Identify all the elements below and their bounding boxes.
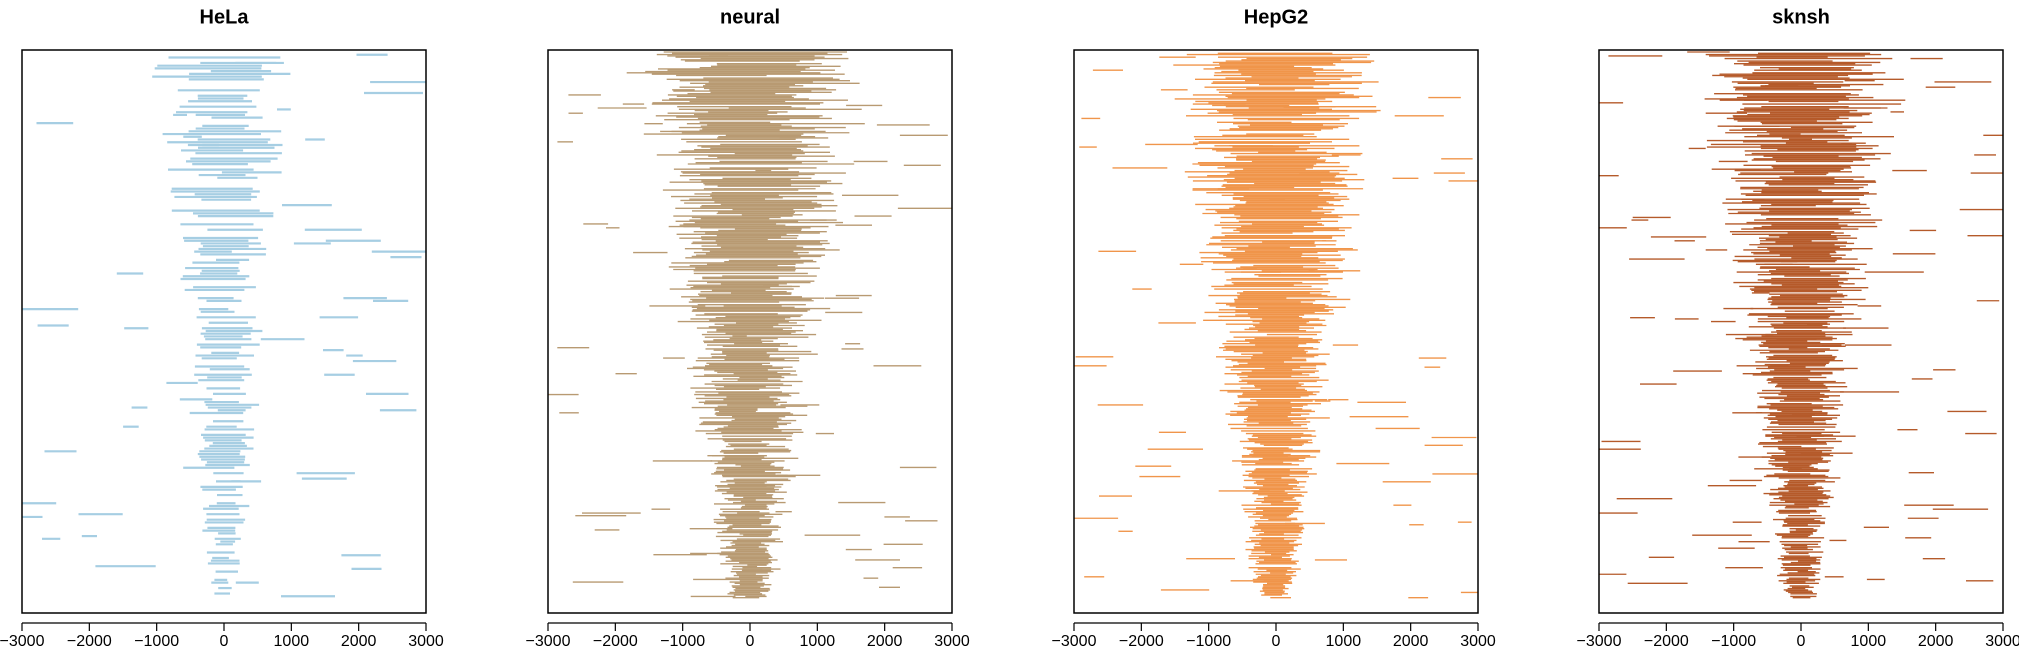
x-tick-label: −2000 bbox=[67, 633, 112, 650]
x-tick-label: 3000 bbox=[1460, 633, 1496, 650]
x-tick-label: 0 bbox=[1797, 633, 1806, 650]
x-tick-label: −1000 bbox=[1711, 633, 1756, 650]
x-tick-label: 0 bbox=[746, 633, 755, 650]
panel-hela: HeLa −3000 −2000 −1000 0 1000 2000 3000 bbox=[0, 6, 444, 650]
x-tick-label: 1000 bbox=[274, 633, 310, 650]
panel-title: HepG2 bbox=[1244, 6, 1308, 28]
plot-frame bbox=[547, 49, 953, 614]
x-tick-label: −2000 bbox=[593, 633, 638, 650]
panel-sknsh: sknsh −3000 −2000 −1000 0 1000 2000 3000 bbox=[1577, 6, 2019, 650]
x-tick-label: −1000 bbox=[660, 633, 705, 650]
x-tick-label: −2000 bbox=[1119, 633, 1164, 650]
panel-hepg2: HepG2 −3000 −2000 −1000 0 1000 2000 3000 bbox=[1052, 6, 1496, 650]
x-tick-label: 3000 bbox=[934, 633, 970, 650]
x-tick-label: 2000 bbox=[341, 633, 377, 650]
x-tick-label: −2000 bbox=[1644, 633, 1689, 650]
x-tick-label: 0 bbox=[1272, 633, 1281, 650]
plot-frame bbox=[1598, 49, 2004, 614]
range-segments bbox=[548, 51, 952, 599]
panel-title: HeLa bbox=[200, 6, 250, 28]
x-tick-label: −1000 bbox=[1186, 633, 1231, 650]
panel-title: sknsh bbox=[1772, 6, 1830, 28]
x-tick-label: 1000 bbox=[1326, 633, 1362, 650]
x-tick-label: −3000 bbox=[0, 633, 45, 650]
plot-frame bbox=[21, 49, 427, 614]
x-tick-label: 1000 bbox=[800, 633, 836, 650]
x-tick-label: 2000 bbox=[867, 633, 903, 650]
x-tick-label: −3000 bbox=[526, 633, 571, 650]
range-segments bbox=[22, 53, 426, 598]
panel-title: neural bbox=[720, 6, 780, 28]
x-tick-label: 2000 bbox=[1393, 633, 1429, 650]
panel-neural: neural −3000 −2000 −1000 0 1000 2000 3000 bbox=[526, 6, 970, 650]
x-tick-label: 1000 bbox=[1851, 633, 1887, 650]
x-tick-label: −3000 bbox=[1052, 633, 1097, 650]
plot-frame bbox=[1073, 49, 1479, 614]
x-tick-label: 3000 bbox=[408, 633, 444, 650]
range-segments bbox=[1599, 51, 2003, 599]
x-tick-label: −1000 bbox=[134, 633, 179, 650]
x-tick-label: −3000 bbox=[1577, 633, 1622, 650]
x-tick-label: 2000 bbox=[1918, 633, 1954, 650]
x-tick-label: 3000 bbox=[1985, 633, 2019, 650]
x-tick-label: 0 bbox=[220, 633, 229, 650]
range-segments bbox=[1074, 52, 1478, 599]
